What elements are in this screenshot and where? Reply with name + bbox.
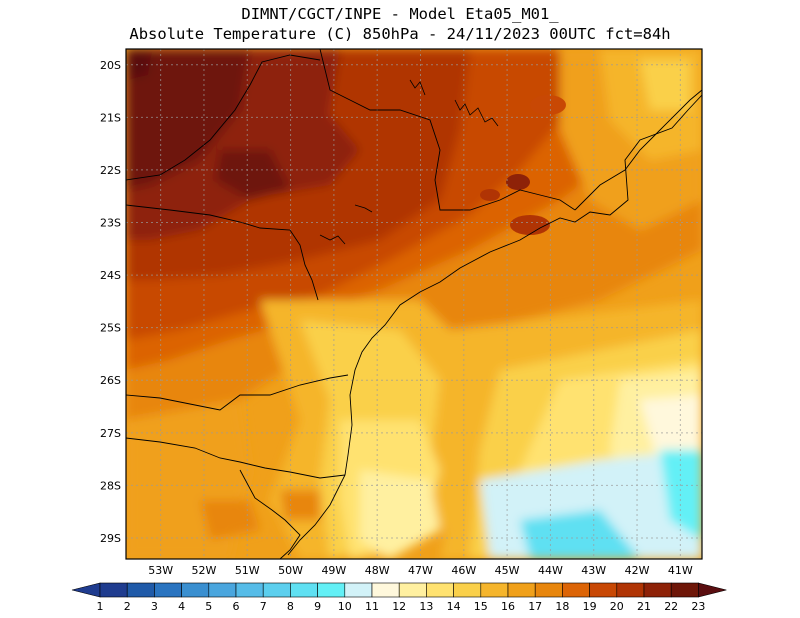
lon-label: 50W: [278, 564, 303, 577]
lon-label: 48W: [365, 564, 390, 577]
reservoirs: [319, 79, 499, 245]
colorbar-label: 6: [233, 600, 240, 613]
lat-label: 29S: [100, 532, 121, 545]
lon-label: 51W: [235, 564, 260, 577]
colorbar-label: 11: [365, 600, 379, 613]
colorbar-swatch: [398, 582, 427, 598]
colorbar-label: 4: [178, 600, 185, 613]
lat-label: 28S: [100, 479, 121, 492]
colorbar-label: 8: [287, 600, 294, 613]
colorbar-label: 13: [419, 600, 433, 613]
colorbar-label: 16: [501, 600, 515, 613]
colorbar-label: 1: [97, 600, 104, 613]
lat-label: 23S: [100, 217, 121, 230]
lon-label: 42W: [625, 564, 650, 577]
colorbar-label: 10: [338, 600, 352, 613]
colorbar-swatch: [507, 582, 536, 598]
colorbar-swatch: [371, 582, 400, 598]
lat-label: 25S: [100, 322, 121, 335]
colorbar-label: 22: [664, 600, 678, 613]
colorbar-swatch: [99, 582, 128, 598]
lon-label: 53W: [148, 564, 173, 577]
colorbar-swatch: [562, 582, 590, 598]
graticule: [126, 49, 702, 559]
map-frame: [125, 48, 703, 560]
coastal-hotspots: [480, 95, 566, 235]
colorbar-label: 2: [124, 600, 131, 613]
colorbar-arrow-left: [71, 582, 101, 598]
lat-label: 24S: [100, 269, 121, 282]
colorbar-swatch: [181, 582, 210, 598]
colorbar-swatch: [154, 582, 182, 598]
pr-sc-border: [126, 374, 349, 411]
ms-pr-border: [126, 204, 319, 301]
lon-label: 46W: [451, 564, 476, 577]
colorbar-swatch: [426, 582, 454, 598]
colorbar-arrow-right: [698, 582, 727, 598]
lon-label: 47W: [408, 564, 433, 577]
coastline: [287, 94, 702, 556]
mg-rj-border: [574, 89, 702, 211]
colorbar-swatch: [480, 582, 509, 598]
lat-label: 21S: [100, 111, 121, 124]
borders: [126, 49, 702, 559]
sp-mg-border: [319, 49, 576, 211]
colorbar-swatch: [670, 582, 699, 598]
colorbar-label: 15: [474, 600, 488, 613]
colorbar-label: 12: [392, 600, 406, 613]
colorbar-swatch: [317, 582, 346, 598]
colorbar-label: 21: [637, 600, 651, 613]
colorbar-label: 3: [151, 600, 158, 613]
ms-sp-border: [126, 54, 321, 181]
colorbar-swatch: [290, 582, 318, 598]
temperature-field: [126, 49, 702, 559]
title-line-1: DIMNT/CGCT/INPE - Model Eta05_M01_: [241, 5, 559, 23]
rs-uy-border: [239, 469, 301, 559]
colorbar: 1 2 3 4 5 6 7 8 9 10 11 12 13 14 15 16 17 18 19 20 21 22 23: [71, 582, 727, 613]
colorbar-swatch: [208, 582, 237, 598]
lon-label: 43W: [581, 564, 606, 577]
colorbar-label: 7: [260, 600, 267, 613]
colorbar-label: 5: [205, 600, 212, 613]
colorbar-swatch: [235, 582, 264, 598]
lat-label: 22S: [100, 164, 121, 177]
colorbar-swatch: [589, 582, 618, 598]
colorbar-swatch: [126, 582, 155, 598]
colorbar-label: 23: [691, 600, 705, 613]
lon-label: 45W: [495, 564, 520, 577]
colorbar-swatch: [534, 582, 563, 598]
lat-label: 20S: [100, 59, 121, 72]
longitude-labels: 53W 52W 51W 50W 49W 48W 47W 46W 45W 44W 43W 42W 41W: [148, 564, 693, 577]
lon-label: 49W: [321, 564, 346, 577]
sc-rs-border: [126, 437, 346, 479]
colorbar-label: 18: [555, 600, 569, 613]
colorbar-label: 9: [314, 600, 321, 613]
lon-label: 52W: [192, 564, 217, 577]
colorbar-swatch: [453, 582, 482, 598]
lon-label: 41W: [668, 564, 693, 577]
title-line-2: Absolute Temperature (C) 850hPa - 24/11/…: [129, 25, 671, 43]
colorbar-label: 20: [610, 600, 624, 613]
colorbar-swatch: [616, 582, 645, 598]
colorbar-label: 19: [583, 600, 597, 613]
colorbar-label: 17: [528, 600, 542, 613]
lon-label: 44W: [538, 564, 563, 577]
colorbar-swatch: [262, 582, 291, 598]
colorbar-swatch: [344, 582, 373, 598]
colorbar-swatch: [643, 582, 672, 598]
lat-label: 26S: [100, 374, 121, 387]
lat-label: 27S: [100, 427, 121, 440]
colorbar-label: 14: [447, 600, 461, 613]
latitude-labels: 20S 21S 22S 23S 24S 25S 26S 27S 28S 29S: [100, 59, 121, 545]
